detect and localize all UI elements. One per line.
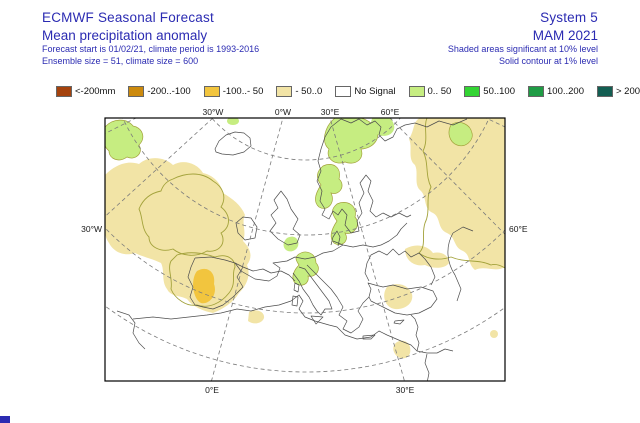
region-north-atlantic-and-iberia xyxy=(105,158,251,313)
region-levant-coast xyxy=(393,340,411,359)
map-frame xyxy=(104,117,506,382)
legend-item: - 50..0 xyxy=(276,85,323,97)
parallel-1 xyxy=(211,118,401,161)
coast-baltic-south xyxy=(332,222,408,248)
contour-iberia xyxy=(169,252,236,307)
shaded-regions-positive xyxy=(105,118,473,286)
grat-label-top-30e: 30°E xyxy=(321,107,340,117)
grat-label-right-60e: 60°E xyxy=(509,224,528,234)
coast-black-sea xyxy=(364,248,436,286)
region-algeria-coast xyxy=(248,310,265,324)
legend-swatch xyxy=(56,85,72,97)
legend-item: 50..100 xyxy=(464,85,515,97)
region-northeast-top-right xyxy=(448,122,473,147)
legend-swatch xyxy=(408,85,425,97)
legend-item: -200..-100 xyxy=(128,85,191,97)
contour-note: Solid contour at 1% level xyxy=(498,55,598,66)
legend-item: 0.. 50 xyxy=(408,85,452,97)
coast-cyprus xyxy=(393,319,405,325)
legend-swatch xyxy=(596,85,613,97)
region-western-russia xyxy=(409,118,505,270)
legend-label: <-200mm xyxy=(75,85,116,97)
legend-label: - 50..0 xyxy=(295,85,323,97)
contour-russia xyxy=(418,118,505,269)
region-portugal-core xyxy=(193,268,215,304)
region-iceland-north-dot xyxy=(227,118,239,125)
graticule-labels: 30°W 0°W 30°E 60°E 0°E 30°E 30°W 60°E xyxy=(81,107,528,395)
significance-note: Shaded areas significant at 10% level xyxy=(447,44,598,54)
coast-scandinavia xyxy=(316,118,412,234)
coast-mediterranean-north xyxy=(242,266,296,282)
forecast-info-line: Forecast start is 01/02/21, climate peri… xyxy=(42,44,260,54)
significance-contours xyxy=(138,118,505,307)
legend-swatch xyxy=(276,85,293,97)
grat-label-left-30w: 30°W xyxy=(81,224,102,234)
graticule xyxy=(105,118,505,381)
coast-iberia xyxy=(187,257,244,310)
page-subtitle: Mean precipitation anomaly xyxy=(42,28,208,43)
season-label: MAM 2021 xyxy=(532,28,598,43)
legend-item: -100..- 50 xyxy=(203,85,264,97)
region-caucasus-caspian xyxy=(405,245,449,268)
coast-west-europe xyxy=(194,244,344,282)
grat-label-bottom-30e: 30°E xyxy=(396,385,415,395)
region-small-dot-east xyxy=(490,330,498,338)
legend-item: No Signal xyxy=(335,85,396,97)
header-left: ECMWF Seasonal Forecast Mean precipitati… xyxy=(42,9,259,67)
shaded-regions-negative xyxy=(105,118,505,359)
page-title: ECMWF Seasonal Forecast xyxy=(42,10,214,25)
coast-levant-nile xyxy=(410,314,430,381)
coast-kola-white-sea xyxy=(340,118,468,142)
forecast-map: 30°W 0°W 30°E 60°E 0°E 30°E 30°W 60°E xyxy=(75,105,535,400)
header-right: System 5 MAM 2021 Shaded areas significa… xyxy=(448,9,598,67)
legend-item: 100..200 xyxy=(528,85,584,97)
legend-item: > 200mm xyxy=(596,85,640,97)
coast-iceland xyxy=(214,131,252,156)
legend-label: 0.. 50 xyxy=(427,85,452,97)
meridian-30e xyxy=(329,118,405,381)
region-alps-western-balkans xyxy=(292,251,319,286)
grat-label-top-0w: 0°W xyxy=(275,107,291,117)
legend-swatch xyxy=(335,85,352,97)
legend-label: 100..200 xyxy=(547,85,584,97)
region-central-anatolia xyxy=(384,284,413,310)
grat-label-top-60e: 60°E xyxy=(381,107,400,117)
coast-anatolia xyxy=(367,282,438,316)
legend: <-200mm -200..-100 -100..- 50 - 50..0 No… xyxy=(56,84,640,98)
legend-swatch xyxy=(203,85,220,97)
grat-label-top-30w: 30°W xyxy=(203,107,224,117)
coastlines xyxy=(116,118,474,381)
ensemble-info-line: Ensemble size = 51, climate size = 600 xyxy=(42,55,199,66)
coast-great-britain xyxy=(269,190,301,246)
region-greenland-sea-corner xyxy=(105,119,144,161)
system-label: System 5 xyxy=(540,10,598,25)
region-southern-norway-sweden xyxy=(315,164,343,209)
parallel-4 xyxy=(105,305,505,373)
legend-label: -200..-100 xyxy=(147,85,191,97)
contour-atlantic xyxy=(138,173,229,256)
legend-swatch xyxy=(128,85,145,97)
legend-label: > 200mm xyxy=(615,85,640,97)
coast-adriatic-greece xyxy=(306,264,370,334)
legend-item: <-200mm xyxy=(56,85,116,97)
legend-swatch xyxy=(528,85,544,97)
coast-sicily xyxy=(310,315,324,325)
coast-italy xyxy=(292,266,333,316)
legend-label: 50..100 xyxy=(483,85,515,97)
region-baltic xyxy=(330,202,358,246)
grat-label-bottom-0e: 0°E xyxy=(205,385,219,395)
coast-caspian xyxy=(447,226,474,302)
parallel-2 xyxy=(122,118,490,236)
map-svg: 30°W 0°W 30°E 60°E 0°E 30°E 30°W 60°E xyxy=(81,107,528,395)
logo-fragment xyxy=(0,416,10,423)
legend-swatch xyxy=(464,85,481,97)
coast-corsica xyxy=(293,282,300,293)
legend-label: No Signal xyxy=(354,85,396,97)
legend-label: -100..- 50 xyxy=(222,85,264,97)
meridian-0 xyxy=(211,118,284,381)
coast-denmark xyxy=(330,230,341,247)
coast-north-africa xyxy=(116,294,454,354)
